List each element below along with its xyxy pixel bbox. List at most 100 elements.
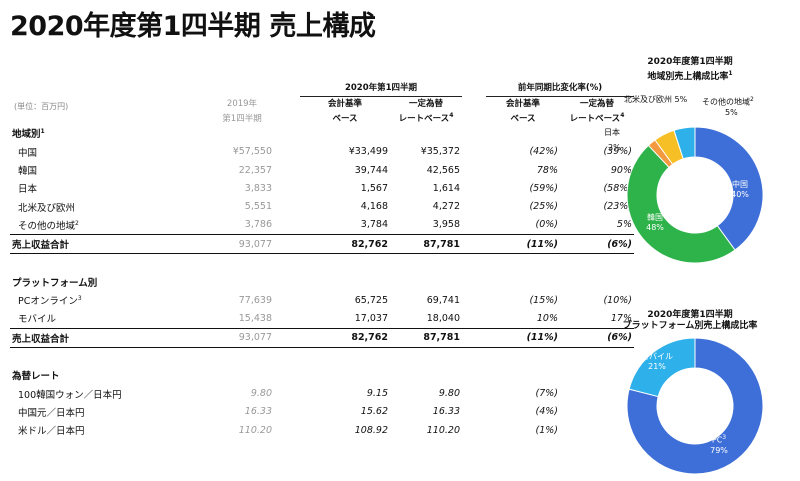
region-row-chg-acct: 78%: [536, 164, 558, 176]
region-donut-chart: [626, 126, 764, 264]
fx-row-prev: 16.33: [244, 406, 272, 418]
slice-PC: [626, 337, 764, 475]
region-row-const: 3,958: [390, 215, 462, 236]
slice-その他の地域: [673, 126, 696, 160]
platform-section: プラットフォーム別: [10, 273, 634, 291]
financial-table: 2020年第1四半期 前年同期比変化率(%) 2019年 第1四半期 会計基準 ベー…: [10, 78, 634, 439]
label-other-regions: その他の地域2: [702, 96, 754, 107]
region-row-const: 1,614: [432, 182, 460, 194]
header-acct: 会計基準 ベース: [327, 99, 362, 125]
region-row: 北米及び欧州 5,551 4,168 4,272 (25%) (23%): [10, 197, 634, 215]
fx-row-acct: 108.92: [354, 424, 388, 436]
platform-section-title: プラットフォーム別: [12, 277, 98, 289]
fx-row-prev: 9.80: [250, 388, 272, 400]
page-title: 2020年度第1四半期 売上構成: [10, 11, 376, 42]
region-section: 地域別1: [10, 124, 634, 142]
region-row-chg-acct: (0%): [486, 215, 560, 236]
region-row-chg-const: (58%): [603, 182, 632, 194]
platform-row-prev: 15,438: [210, 309, 274, 329]
platform-total-row-prev: 93,077: [210, 327, 274, 348]
region-row-acct: ¥33,499: [348, 146, 388, 158]
platform-row: モバイル 15,438 17,037 18,040 10% 17%: [10, 309, 634, 329]
region-row-acct: 4,168: [360, 201, 388, 213]
region-row: 韓国 22,357 39,744 42,565 78% 90%: [10, 161, 634, 179]
header-group-row: 2020年第1四半期 前年同期比変化率(%): [10, 78, 634, 98]
region-row: 中国 ¥57,550 ¥33,499 ¥35,372 (42%) (39%): [10, 143, 634, 161]
platform-row-label: PCオンライン3: [18, 294, 82, 308]
platform-total-row-chg-const: (6%): [560, 327, 634, 348]
region-row-prev: 3,833: [244, 182, 272, 194]
region-row-acct: 1,567: [360, 182, 388, 194]
label-pc: PC3 79%: [710, 434, 728, 455]
region-total-row-chg-const: (6%): [560, 234, 634, 255]
platform-row-acct: 17,037: [300, 309, 390, 329]
region-row-label: 日本: [18, 184, 38, 196]
region-row-label: 韓国: [18, 166, 38, 178]
slice-韓国: [626, 144, 736, 264]
region-row-prev: 5,551: [244, 201, 272, 213]
fx-row-chg-acct: (1%): [535, 424, 558, 436]
fx-row-prev: 110.20: [238, 424, 272, 436]
label-japan: 日本: [604, 128, 620, 137]
platform-total-row-chg-acct: (11%): [486, 327, 560, 348]
region-row-label: 中国: [18, 147, 38, 159]
fx-row-const: 16.33: [432, 406, 460, 418]
label-mobile: モバイル 21%: [641, 352, 673, 371]
header-prev-year: 2019年 第1四半期: [222, 99, 262, 125]
region-row-const: ¥35,372: [420, 146, 460, 158]
region-row-chg-const: 90%: [610, 164, 632, 176]
region-total-row-prev: 93,077: [210, 234, 274, 255]
region-row-chg-acct: (59%): [529, 182, 558, 194]
region-row-const: 4,272: [432, 201, 460, 213]
header-columns-row: 2019年 第1四半期 会計基準 ベース 一定為替 レートベース4 会計基準 ベース 一…: [10, 97, 634, 125]
label-china: 中国 40%: [731, 180, 749, 199]
label-japan-pct: 2%: [608, 143, 621, 152]
region-row-acct: 39,744: [354, 164, 388, 176]
platform-total-row-const: 87,781: [390, 327, 462, 348]
platform-total-row: 売上収益合計 93,077 82,762 87,781 (11%) (6%): [10, 327, 634, 348]
unit-label: (単位：百万円): [14, 102, 69, 111]
region-total-row: 売上収益合計 93,077 82,762 87,781 (11%) (6%): [10, 234, 634, 255]
region-total-row-label: 売上収益合計: [10, 234, 210, 255]
header-const: 一定為替 レートベース4: [398, 99, 454, 125]
region-row-prev: 22,357: [238, 164, 272, 176]
region-total-row-chg-acct: (11%): [486, 234, 560, 255]
header-chg-acct: 会計基準 ベース: [505, 99, 540, 125]
platform-row-acct: 65,725: [354, 294, 388, 306]
fx-row: 100韓国ウォン／日本円 9.80 9.15 9.80 (7%): [10, 384, 634, 402]
region-section-title: 地域別1: [12, 128, 45, 141]
fx-row-label: 中国元／日本円: [18, 407, 85, 419]
platform-row-chg-const: (10%): [603, 294, 632, 306]
fx-row-acct: 15.62: [360, 406, 388, 418]
fx-row-chg-acct: (4%): [535, 406, 558, 418]
platform-row-chg-acct: 10%: [486, 309, 560, 329]
platform-total-row-acct: 82,762: [300, 327, 390, 348]
fx-row: 中国元／日本円 16.33 15.62 16.33 (4%): [10, 403, 634, 421]
region-row-const: 42,565: [426, 164, 460, 176]
platform-row-label: モバイル: [10, 309, 210, 329]
platform-row-prev: 77,639: [238, 294, 272, 306]
header-group-change: 前年同期比変化率(%): [486, 78, 634, 98]
region-row-chg-const: (39%): [603, 146, 632, 158]
fx-row-chg-acct: (7%): [535, 388, 558, 400]
platform-chart-title: 2020年度第1四半期 プラットフォーム別売上構成比率: [622, 310, 758, 331]
label-korea: 韓国 48%: [646, 213, 664, 232]
label-other-pct: 5%: [725, 108, 738, 117]
region-row-chg-const: (23%): [603, 201, 632, 213]
region-total-row-acct: 82,762: [300, 234, 390, 255]
fx-row: 米ドル／日本円 110.20 108.92 110.20 (1%): [10, 421, 634, 439]
header-chg-const: 一定為替 レートベース4: [569, 99, 625, 125]
fx-row-const: 9.80: [438, 388, 460, 400]
region-row-chg-acct: (42%): [529, 146, 558, 158]
region-row-label: 北米及び欧州: [18, 202, 76, 214]
fx-section-title: 為替レート: [12, 371, 60, 383]
platform-total-row-label: 売上収益合計: [10, 327, 210, 348]
region-row-acct: 3,784: [300, 215, 390, 236]
region-row-chg-acct: (25%): [529, 201, 558, 213]
platform-row-const: 69,741: [426, 294, 460, 306]
platform-donut-chart: [626, 337, 764, 475]
slice-モバイル: [628, 337, 696, 398]
region-row-prev: 3,786: [210, 215, 274, 236]
region-row: 日本 3,833 1,567 1,614 (59%) (58%): [10, 179, 634, 197]
fx-row-acct: 9.15: [366, 388, 388, 400]
